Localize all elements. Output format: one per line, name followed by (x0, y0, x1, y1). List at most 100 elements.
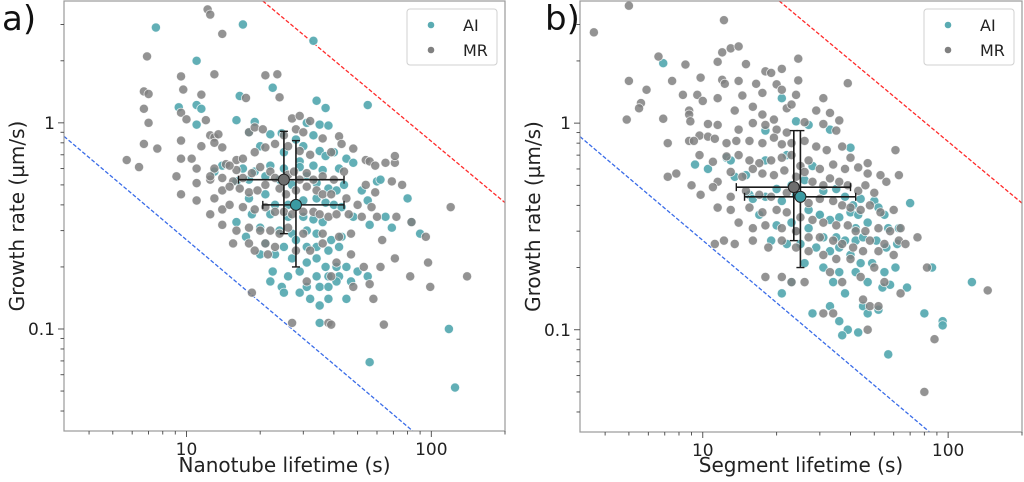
data-point-MR (864, 200, 875, 211)
x-axis-label: Nanotube lifetime (s) (178, 453, 390, 477)
data-point-MR (919, 386, 930, 397)
data-point-MR (845, 152, 856, 163)
data-point-MR (231, 225, 242, 236)
data-point-MR (270, 138, 281, 149)
data-point-AI (828, 277, 839, 288)
y-tick-label: 0.1 (544, 321, 571, 341)
data-point-MR (793, 53, 804, 64)
data-point-MR (209, 193, 220, 204)
reference-line-upper (262, 1, 505, 204)
data-point-MR (766, 67, 777, 78)
data-point-MR (326, 271, 337, 282)
data-point-MR (776, 63, 787, 74)
data-point-MR (818, 217, 829, 228)
data-point-MR (763, 242, 774, 253)
data-point-MR (702, 119, 713, 130)
data-point-MR (888, 204, 899, 215)
x-tick-label: 10 (692, 441, 714, 461)
data-point-AI (283, 271, 294, 282)
data-point-MR (667, 75, 678, 86)
data-point-MR (260, 70, 271, 81)
data-point-MR (828, 308, 839, 319)
data-point-MR (791, 171, 802, 182)
data-point-AI (334, 241, 345, 252)
data-point-MR (831, 220, 842, 231)
legend-label-AI: AI (463, 16, 479, 35)
data-point-MR (317, 171, 328, 182)
data-point-MR (717, 47, 728, 58)
data-point-MR (662, 171, 673, 182)
x-axis-label: Segment lifetime (s) (699, 453, 903, 477)
data-point-AI (919, 308, 930, 319)
data-point-MR (982, 285, 993, 296)
y-tick-label: 1 (44, 114, 55, 134)
data-point-MR (858, 246, 869, 257)
x-tick-label: 100 (415, 440, 447, 460)
data-point-MR (425, 281, 436, 292)
data-point-AI (294, 287, 305, 298)
data-point-MR (224, 199, 235, 210)
data-point-MR (356, 211, 367, 222)
data-point-MR (873, 301, 884, 312)
data-point-MR (837, 239, 848, 250)
data-point-MR (270, 241, 281, 252)
data-point-MR (688, 135, 699, 146)
data-point-MR (420, 231, 431, 242)
data-point-MR (848, 242, 859, 253)
data-point-MR (196, 141, 207, 152)
data-point-MR (326, 319, 337, 330)
data-point-MR (751, 78, 762, 89)
data-point-MR (799, 277, 810, 288)
data-point-MR (348, 143, 359, 154)
data-point-MR (729, 239, 740, 250)
data-point-MR (818, 93, 829, 104)
data-point-MR (243, 187, 254, 198)
data-point-MR (237, 173, 248, 184)
data-point-MR (803, 155, 814, 166)
data-point-MR (260, 142, 271, 153)
data-point-MR (305, 245, 316, 256)
data-point-MR (921, 262, 932, 273)
data-point-MR (799, 167, 810, 178)
data-point-MR (375, 261, 386, 272)
data-point-AI (311, 271, 322, 282)
data-point-MR (757, 168, 768, 179)
data-point-MR (875, 207, 886, 218)
data-point-MR (336, 138, 347, 149)
data-point-AI (791, 116, 802, 127)
data-point-MR (760, 119, 771, 130)
data-point-MR (725, 204, 736, 215)
data-point-MR (807, 176, 818, 187)
data-point-MR (781, 127, 792, 138)
data-point-MR (768, 114, 779, 125)
data-point-MR (370, 187, 381, 198)
data-point-MR (707, 156, 718, 167)
data-point-MR (786, 277, 797, 288)
data-point-AI (231, 217, 242, 228)
data-point-AI (776, 288, 787, 299)
data-point-MR (900, 239, 911, 250)
data-point-AI (853, 327, 864, 338)
data-point-MR (864, 235, 875, 246)
data-point-MR (757, 109, 768, 120)
data-point-MR (224, 181, 235, 192)
data-point-AI (323, 120, 334, 131)
legend-marker-MR (944, 46, 952, 54)
data-point-MR (326, 189, 337, 200)
data-point-MR (298, 228, 309, 239)
data-point-MR (828, 235, 839, 246)
mean-marker-AI (794, 190, 807, 203)
data-point-MR (191, 195, 202, 206)
panel-label: a) (2, 0, 36, 39)
data-point-AI (341, 293, 352, 304)
mean-AI (743, 129, 857, 269)
data-point-MR (262, 249, 273, 260)
data-point-MR (240, 92, 251, 103)
data-point-MR (733, 41, 744, 52)
data-point-MR (252, 185, 263, 196)
data-point-MR (677, 89, 688, 100)
data-point-AI (786, 217, 797, 228)
data-point-MR (803, 246, 814, 257)
data-point-MR (176, 189, 187, 200)
panel-label: b) (545, 0, 580, 39)
